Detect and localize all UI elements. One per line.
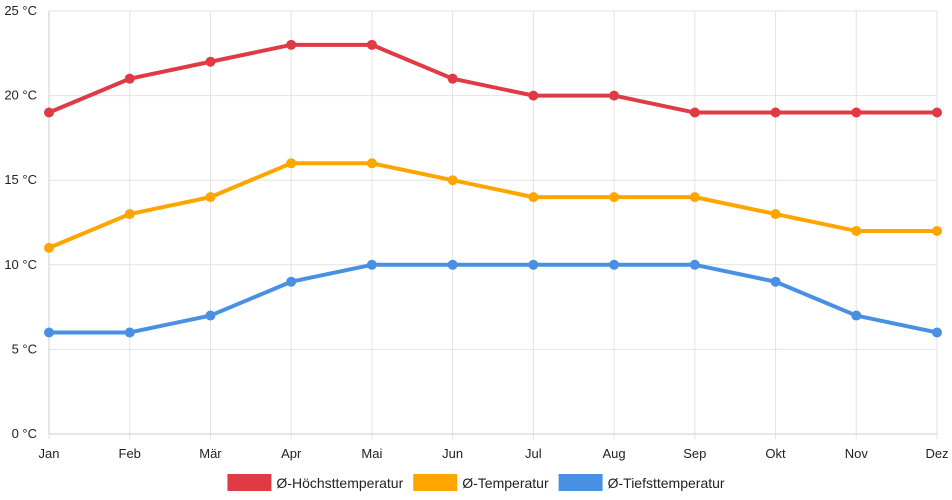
legend: Ø-Höchsttemperatur Ø-Temperatur Ø-Tiefstte…: [227, 474, 725, 491]
y-tick-label: 0 °C: [12, 426, 37, 441]
x-tick-label: Mär: [199, 446, 222, 461]
series-lines: [44, 39, 942, 338]
series-3: [44, 259, 942, 338]
series-line: [47, 42, 939, 115]
data-point: [689, 259, 700, 270]
y-tick-label: 15 °C: [4, 172, 37, 187]
legend-label: Ø-Höchsttemperatur: [276, 475, 403, 491]
data-point: [609, 90, 620, 101]
data-point: [447, 175, 458, 186]
data-point: [528, 192, 539, 203]
data-point: [44, 327, 54, 338]
data-point: [770, 107, 781, 118]
y-tick-label: 25 °C: [4, 3, 37, 18]
legend-item[interactable]: Ø-Temperatur: [413, 474, 549, 491]
legend-swatch: [413, 474, 458, 491]
data-point: [851, 225, 862, 236]
data-point: [44, 242, 54, 253]
data-point: [528, 90, 539, 101]
x-tick-label: Sep: [683, 446, 706, 461]
data-point: [286, 39, 297, 50]
data-point: [44, 107, 54, 118]
data-point: [770, 276, 781, 287]
y-tick-label: 5 °C: [12, 341, 37, 356]
x-tick-label: Jul: [525, 446, 542, 461]
legend-swatch: [558, 474, 603, 491]
grid-lines: [48, 10, 938, 439]
data-point: [851, 107, 862, 118]
data-point: [124, 73, 135, 84]
data-point: [447, 259, 458, 270]
legend-item[interactable]: Ø-Höchsttemperatur: [227, 474, 404, 491]
data-point: [447, 73, 458, 84]
y-tick-label: 20 °C: [4, 88, 37, 103]
data-point: [689, 107, 700, 118]
data-point: [932, 327, 942, 338]
data-point: [851, 310, 862, 321]
data-point: [205, 310, 216, 321]
x-axis-ticks: Jan Feb Mär Apr Mai Jun Jul Aug Sep Okt Nov Dez: [39, 446, 949, 461]
data-point: [286, 276, 297, 287]
data-point: [932, 225, 942, 236]
data-point: [366, 39, 377, 50]
x-tick-label: Aug: [603, 446, 626, 461]
series-line: [47, 161, 939, 250]
data-point: [609, 192, 620, 203]
data-point: [932, 107, 942, 118]
series-1: [44, 39, 942, 118]
data-point: [366, 158, 377, 169]
x-tick-label: Jan: [39, 446, 60, 461]
x-tick-label: Apr: [281, 446, 302, 461]
data-point: [124, 209, 135, 220]
data-point: [366, 259, 377, 270]
x-tick-label: Mai: [361, 446, 382, 461]
series-2: [44, 158, 942, 253]
data-point: [205, 192, 216, 203]
x-tick-label: Dez: [925, 446, 948, 461]
y-tick-label: 10 °C: [4, 257, 37, 272]
data-point: [286, 158, 297, 169]
series-line: [47, 262, 939, 335]
x-tick-label: Okt: [765, 446, 786, 461]
x-tick-label: Nov: [845, 446, 869, 461]
x-tick-label: Feb: [119, 446, 141, 461]
legend-label: Ø-Temperatur: [462, 475, 549, 491]
data-point: [770, 209, 781, 220]
y-axis-ticks: 0 °C 5 °C 10 °C 15 °C 20 °C 25 °C: [4, 3, 37, 441]
data-point: [528, 259, 539, 270]
legend-label: Ø-Tiefsttemperatur: [608, 475, 725, 491]
legend-item[interactable]: Ø-Tiefsttemperatur: [558, 474, 725, 491]
data-point: [609, 259, 620, 270]
data-point: [689, 192, 700, 203]
x-tick-label: Jun: [442, 446, 463, 461]
data-point: [124, 327, 135, 338]
legend-swatch: [227, 474, 272, 491]
data-point: [205, 56, 216, 67]
